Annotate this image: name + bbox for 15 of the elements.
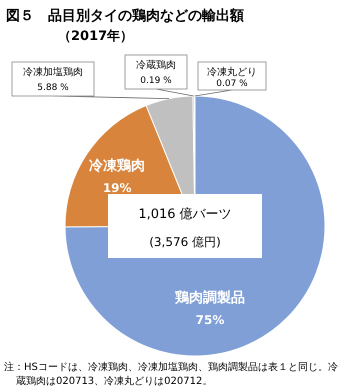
text: 注：HSコードは、冷凍鶏肉、冷凍加塩鶏肉、鶏肉調製品は表１と同じ。冷蔵鶏肉は020713、冷凍丸どりは020712。 — [4, 361, 338, 387]
text: 1,016 億バーツ — [138, 207, 232, 222]
data-label: 0.19 % — [140, 76, 172, 86]
data-label: 5.88 % — [37, 83, 70, 93]
slice-label: 冷蔵鶏肉 — [136, 59, 176, 71]
data-label: 0.07 % — [216, 79, 248, 89]
chart-subtitle: （2017年） — [58, 29, 134, 44]
slice-label: 鶏肉調製品 — [174, 289, 245, 306]
chart-title: 図５ 品目別タイの鶏肉などの輸出額 — [6, 7, 244, 24]
data-label: 19% — [102, 180, 132, 195]
slice-label: 冷凍丸どり — [207, 66, 257, 78]
slice-label: 冷凍加塩鶏肉 — [23, 66, 83, 78]
data-label: 75% — [196, 313, 224, 327]
text: (3,576 億円) — [149, 235, 221, 249]
slice-label: 冷凍鶏肉 — [89, 158, 146, 174]
